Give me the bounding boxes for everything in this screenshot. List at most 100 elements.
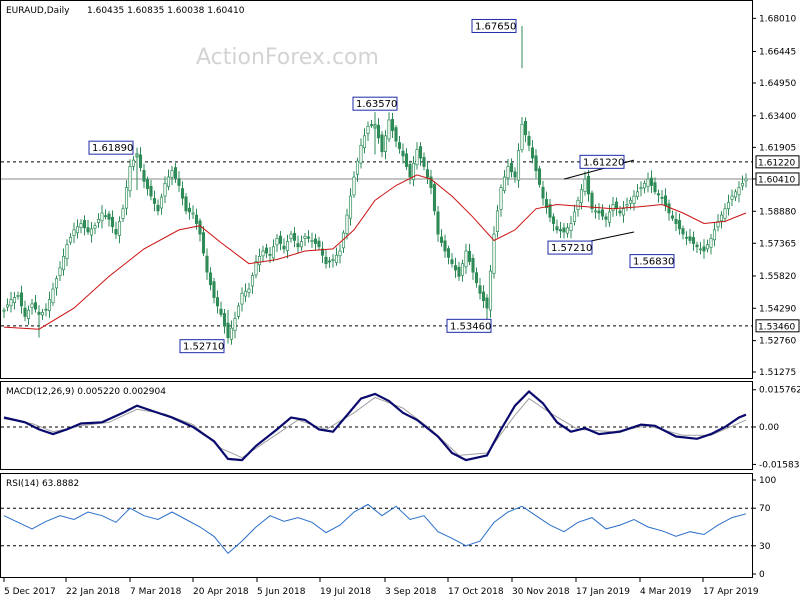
candle-body — [688, 236, 692, 241]
candle-body — [243, 290, 248, 297]
candle-body — [254, 261, 258, 276]
candle-body — [212, 281, 216, 298]
candle-body — [198, 220, 202, 235]
candle-body — [173, 167, 178, 179]
candle-body — [597, 210, 601, 214]
level-tag-box — [755, 172, 800, 186]
candle-body — [65, 244, 69, 259]
level-tag-label: 1.60410 — [758, 175, 795, 185]
rsi-y-tick-label: 100 — [759, 476, 776, 486]
price-y-tick-label: 1.58880 — [759, 207, 796, 217]
candle-body — [744, 178, 748, 182]
price-y-tick-label: 1.52760 — [759, 337, 796, 347]
candle-body — [247, 288, 251, 293]
candle-body — [306, 236, 311, 239]
price-y-tick-label: 1.55820 — [759, 272, 796, 282]
candle-body — [488, 270, 493, 311]
candle-body — [369, 124, 374, 126]
candle-body — [359, 145, 363, 164]
candle-body — [131, 159, 136, 167]
candle-body — [667, 203, 671, 214]
macd-title: MACD(12,26,9) 0.005220 0.002904 — [6, 387, 166, 397]
price-annotation-box — [547, 240, 593, 255]
candle-body — [740, 182, 745, 187]
candle-body — [317, 240, 321, 248]
candle-body — [390, 119, 395, 131]
candle-body — [674, 218, 678, 224]
candle-body — [583, 178, 587, 192]
candle-body — [551, 216, 556, 224]
candle-body — [516, 150, 521, 181]
price-annotation-box — [88, 140, 134, 155]
candle-body — [30, 303, 34, 308]
x-tick-label: 3 Sep 2018 — [385, 587, 437, 597]
candle-body — [695, 244, 699, 248]
candle-body — [191, 212, 195, 215]
candle-body — [502, 176, 507, 191]
candle-body — [327, 260, 332, 263]
candle-body — [418, 146, 423, 159]
candle-body — [149, 185, 153, 197]
candle-body — [737, 187, 741, 196]
candle-body — [481, 291, 486, 302]
candle-body — [310, 240, 314, 242]
candle-body — [716, 221, 720, 228]
watermark: ActionForex.com — [196, 45, 379, 70]
candle-body — [128, 166, 132, 192]
candle-body — [632, 195, 636, 204]
candle-body — [271, 246, 276, 259]
candle-body — [520, 123, 524, 151]
candle-body — [229, 327, 234, 340]
candle-body — [114, 229, 118, 235]
price-y-tick-label: 1.54290 — [759, 304, 796, 314]
candle-body — [194, 214, 199, 224]
candle-body — [646, 178, 650, 187]
candle-body — [110, 216, 115, 228]
x-tick-label: 22 Jan 2018 — [66, 587, 120, 597]
candle-body — [313, 238, 318, 244]
candle-body — [93, 225, 97, 229]
candle-body — [100, 212, 104, 222]
price-annotation-box — [352, 96, 398, 111]
candle-body — [219, 308, 223, 315]
candle-body — [184, 196, 188, 212]
candle-body — [86, 227, 90, 233]
candle-body — [366, 125, 370, 134]
candle-body — [506, 166, 510, 179]
macd-signal-line — [3, 396, 747, 459]
x-tick-label: 4 Mar 2019 — [640, 587, 692, 597]
candle-body — [474, 272, 479, 284]
candle-body — [380, 134, 384, 153]
candle-body — [467, 250, 472, 262]
candle-body — [572, 211, 577, 223]
candle-body — [425, 169, 430, 178]
candle-body — [691, 237, 696, 244]
candle-body — [614, 201, 619, 210]
candle-body — [499, 187, 503, 210]
candle-body — [383, 135, 388, 152]
candle-body — [562, 227, 566, 233]
candle-body — [163, 183, 167, 197]
macd-line — [3, 390, 747, 462]
candle-body — [222, 313, 227, 327]
candle-body — [236, 305, 241, 317]
candle-body — [723, 208, 727, 219]
candle-body — [579, 189, 584, 204]
ohlc-label: 1.60435 1.60835 1.60038 1.60410 — [87, 6, 245, 16]
candle-body — [590, 192, 594, 210]
x-tick-label: 5 Dec 2017 — [4, 587, 56, 597]
candle-body — [397, 142, 402, 149]
candle-body — [33, 302, 38, 310]
candle-body — [5, 304, 10, 308]
candle-body — [639, 187, 643, 190]
candle-body — [16, 295, 20, 297]
x-tick-label: 20 Apr 2018 — [193, 587, 249, 597]
candle-body — [607, 211, 612, 223]
candle-body — [604, 216, 608, 220]
rsi-y-tick-label: 70 — [759, 504, 771, 514]
candle-body — [719, 214, 724, 222]
candle-body — [492, 233, 496, 274]
candle-body — [166, 176, 171, 187]
price-y-tick-label: 1.66445 — [759, 47, 796, 57]
candle-body — [642, 183, 647, 189]
